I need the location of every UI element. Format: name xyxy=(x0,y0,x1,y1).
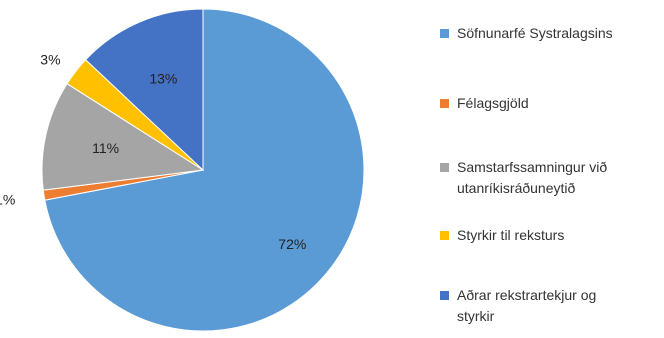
data-label: 72% xyxy=(278,236,306,252)
legend-swatch-samstarfssamningur xyxy=(440,163,449,172)
pie-slice xyxy=(41,83,205,191)
legend-swatch-styrkir-til-reksturs xyxy=(440,231,449,240)
legend-item-styrkir-til-reksturs: Styrkir til reksturs xyxy=(440,226,660,246)
legend-label-line: styrkir xyxy=(457,308,495,324)
legend-label-sofnunarfe: Söfnunarfé Systralagsins xyxy=(457,23,613,44)
data-label: 1% xyxy=(0,192,15,208)
legend-item-sofnunarfe: Söfnunarfé Systralagsins xyxy=(440,24,660,44)
legend-label-adrar-rekstrartekjur: Aðrar rekstrartekjur og styrkir xyxy=(457,285,596,327)
legend-label-felagsgjold: Félagsgjöld xyxy=(457,93,529,114)
pie-slice xyxy=(84,8,204,172)
legend-label-line: Samstarfssamningur við xyxy=(457,159,608,175)
legend-item-samstarfssamningur: Samstarfssamningur við utanríkisráðuneyt… xyxy=(440,158,660,199)
legend-swatch-sofnunarfe xyxy=(440,29,449,38)
legend-label-samstarfssamningur: Samstarfssamningur við utanríkisráðuneyt… xyxy=(457,157,607,199)
legend-label-styrkir-til-reksturs: Styrkir til reksturs xyxy=(457,225,564,246)
legend-label-line: Aðrar rekstrartekjur og xyxy=(457,287,597,303)
legend-label-line: Styrkir til reksturs xyxy=(457,227,565,243)
legend-swatch-felagsgjold xyxy=(440,99,449,108)
legend-label-line: Félagsgjöld xyxy=(457,95,529,111)
legend-item-adrar-rekstrartekjur: Aðrar rekstrartekjur og styrkir xyxy=(440,286,660,327)
data-label: 11% xyxy=(92,140,119,156)
pie-slice xyxy=(44,8,365,332)
legend-swatch-adrar-rekstrartekjur xyxy=(440,291,449,300)
legend-item-felagsgjold: Félagsgjöld xyxy=(440,94,660,114)
data-label: 3% xyxy=(40,51,60,67)
data-label: 13% xyxy=(149,70,177,86)
legend-label-line: utanríkisráðuneytið xyxy=(457,180,576,196)
pie-plot-area: 72% 1% 11% 3% 13% xyxy=(0,8,365,332)
legend-label-line: Söfnunarfé Systralagsins xyxy=(457,25,613,41)
